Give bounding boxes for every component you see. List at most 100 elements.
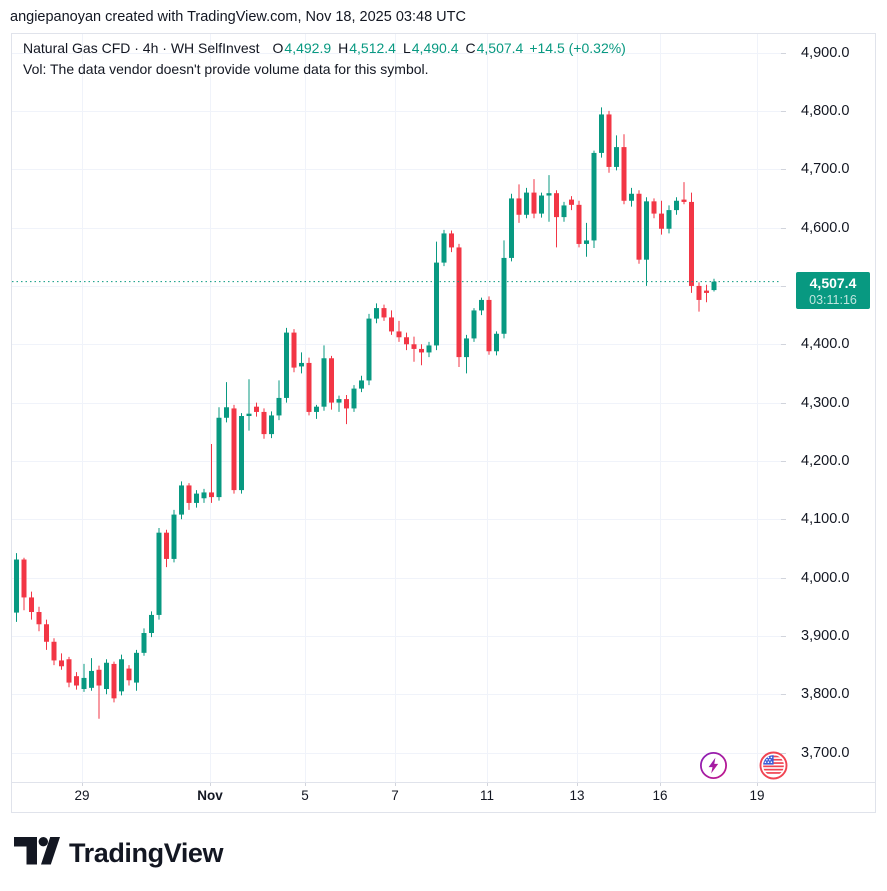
candle-body: [396, 331, 402, 338]
candle-body: [659, 213, 664, 229]
price-axis-label: 3,700.0: [801, 744, 850, 761]
candlestick-chart[interactable]: [12, 34, 875, 812]
candle-body: [254, 406, 259, 412]
candle-body: [516, 198, 522, 215]
candle-body: [201, 492, 207, 499]
current-price-value: 4,507.4: [809, 274, 857, 291]
candle-body: [111, 663, 117, 699]
candle-body: [261, 411, 267, 435]
price-axis-label: 4,000.0: [801, 569, 850, 586]
candle-body: [606, 114, 612, 167]
corner-icons: [699, 751, 788, 785]
price-axis-label: 4,100.0: [801, 511, 850, 528]
candle-body: [29, 597, 34, 613]
candle-body: [314, 406, 319, 412]
time-axis-label: 13: [569, 788, 585, 803]
candle-body: [156, 532, 162, 615]
ohlc-value: 4,490.4: [411, 40, 459, 56]
candle-body: [306, 362, 312, 412]
chart-panel: Natural Gas CFD · 4h · WH SelfInvest O4,4…: [11, 33, 876, 813]
candle-body: [284, 332, 289, 398]
candle-body: [291, 332, 297, 368]
price-axis-label: 4,800.0: [801, 102, 850, 119]
candle-body: [126, 668, 132, 681]
candle-body: [14, 559, 19, 613]
candle-body: [164, 532, 169, 559]
time-axis-label: 7: [391, 788, 399, 803]
candle-body: [141, 633, 147, 653]
candle-body: [74, 676, 79, 686]
candle-body: [246, 413, 252, 417]
time-axis-label: Nov: [197, 788, 223, 803]
candle-body: [104, 662, 109, 690]
candle-body: [381, 308, 387, 318]
price-axis-label: 4,200.0: [801, 452, 850, 469]
us-flag-icon[interactable]: [759, 751, 788, 785]
time-axis-label: 11: [479, 788, 494, 803]
price-axis-label: 4,900.0: [801, 44, 850, 61]
chart-legend: Natural Gas CFD · 4h · WH SelfInvest O4,4…: [23, 38, 626, 80]
candle-body: [569, 199, 574, 205]
candle-body: [299, 362, 304, 367]
candle-body: [209, 492, 214, 498]
current-price-label: 4,507.4 03:11:16: [796, 271, 870, 309]
tradingview-logo[interactable]: TradingView: [14, 836, 224, 870]
candle-body: [434, 262, 439, 346]
candle-body: [96, 669, 102, 686]
time-axis-label: 29: [74, 788, 90, 803]
attribution-text: angiepanoyan created with TradingView.co…: [10, 9, 466, 25]
candle-body: [636, 193, 642, 260]
candle-body: [186, 485, 192, 503]
candle-body: [134, 652, 139, 683]
candle-body: [531, 192, 537, 214]
ohlc-value: 4,492.9: [284, 40, 332, 56]
symbol-title[interactable]: Natural Gas CFD · 4h · WH SelfInvest: [23, 40, 260, 56]
candle-body: [494, 333, 499, 352]
candle-body: [51, 641, 57, 661]
candle-body: [471, 310, 477, 339]
candle-body: [501, 257, 507, 334]
candle-body: [171, 514, 177, 559]
candle-body: [689, 201, 694, 286]
lightning-icon[interactable]: [699, 751, 728, 785]
ohlc-value: 4,512.4: [349, 40, 396, 56]
candle-body: [614, 147, 619, 167]
candle-body: [179, 485, 184, 515]
candle-body: [666, 210, 672, 229]
candle-body: [711, 281, 717, 291]
candle-body: [599, 114, 604, 153]
candle-body: [411, 344, 417, 349]
ohlc-key: L: [402, 40, 411, 56]
candle-body: [509, 198, 514, 258]
candle-body: [404, 337, 409, 345]
candle-body: [629, 193, 634, 201]
price-axis-label: 3,900.0: [801, 627, 850, 644]
candle-body: [621, 147, 627, 201]
volume-note: Vol: The data vendor doesn't provide vol…: [23, 61, 429, 77]
candle-body: [344, 399, 349, 409]
candle-body: [224, 407, 229, 418]
time-axis-label: 16: [652, 788, 668, 803]
candle-body: [389, 317, 394, 332]
candle-body: [651, 201, 657, 214]
candle-body: [419, 348, 424, 353]
candle-body: [486, 299, 492, 352]
ohlc-key: C: [465, 40, 476, 56]
time-axis-label: 19: [749, 788, 765, 803]
candle-body: [441, 233, 447, 263]
ohlc-values: O4,492.9 H4,512.4 L4,490.4 C4,507.4 +14.5 (+…: [266, 40, 626, 56]
candle-body: [21, 559, 27, 598]
candle-body: [149, 614, 154, 634]
countdown-timer: 03:11:16: [809, 292, 857, 307]
candle-body: [674, 200, 679, 211]
candle-body: [269, 415, 274, 435]
candle-body: [464, 338, 469, 358]
candle-body: [576, 204, 582, 244]
ohlc-key: O: [272, 40, 284, 56]
candle-body: [584, 240, 589, 244]
price-axis-label: 4,400.0: [801, 336, 850, 353]
candle-body: [119, 659, 124, 692]
time-axis-label: 5: [301, 788, 309, 803]
candle-body: [426, 345, 432, 353]
tradingview-logo-text: TradingView: [69, 837, 224, 868]
